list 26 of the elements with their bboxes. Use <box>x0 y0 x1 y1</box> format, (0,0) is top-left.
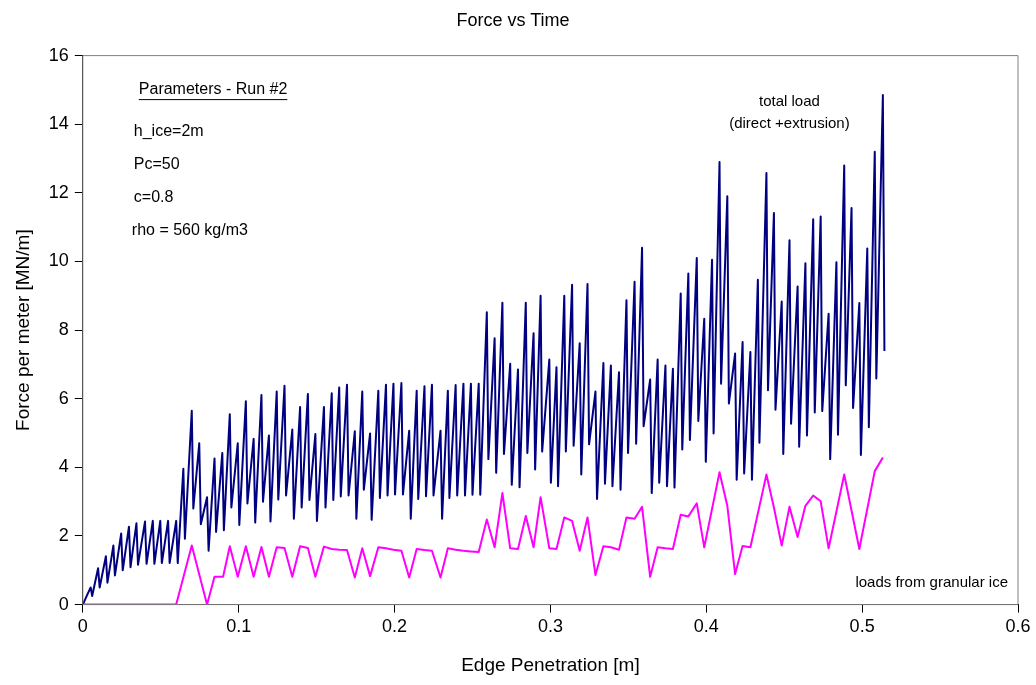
x-axis-title: Edge Penetration [m] <box>461 653 640 675</box>
chart-title: Force vs Time <box>456 9 570 30</box>
y-tick-label: 0 <box>58 593 69 614</box>
y-tick-label: 4 <box>58 456 69 477</box>
y-tick-label: 2 <box>58 524 69 545</box>
x-tick-label: 0 <box>77 616 88 637</box>
x-tick-label: 0.5 <box>849 616 875 637</box>
y-tick-label: 8 <box>58 319 69 340</box>
x-tick-label: 0.4 <box>693 616 719 637</box>
x-tick-label: 0.6 <box>1005 616 1031 637</box>
annotation: c=0.8 <box>133 188 174 206</box>
y-tick-label: 12 <box>48 181 69 202</box>
annotation: h_ice=2m <box>133 122 204 141</box>
x-tick-label: 0.1 <box>226 616 252 637</box>
annotation: Parameters - Run #2 <box>138 80 288 98</box>
y-tick-label: 14 <box>48 113 69 134</box>
y-tick-label: 6 <box>58 387 69 408</box>
x-tick-label: 0.3 <box>537 616 563 637</box>
y-axis-title: Force per meter [MN/m] <box>11 229 33 431</box>
series-label: loads from granular ice <box>855 572 1008 590</box>
x-tick-label: 0.2 <box>382 616 408 637</box>
text: total load (direct +extrusion) <box>729 92 850 132</box>
y-tick-label: 16 <box>48 44 69 65</box>
annotation: rho = 560 kg/m3 <box>131 221 248 239</box>
y-tick-label: 10 <box>48 250 69 271</box>
annotation: Pc=50 <box>133 155 180 173</box>
